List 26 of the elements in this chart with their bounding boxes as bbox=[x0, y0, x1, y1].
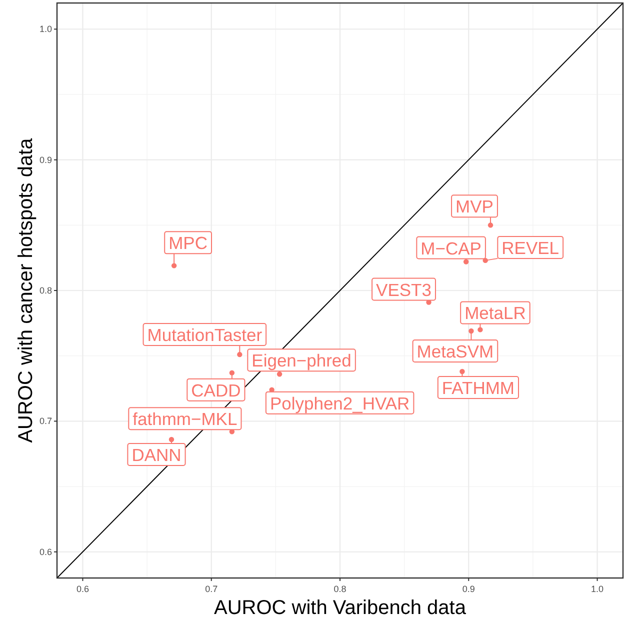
annotation: MPC bbox=[168, 233, 208, 254]
y-tick-label: 0.7 bbox=[39, 416, 52, 426]
x-axis-title: AUROC with Varibench data bbox=[214, 597, 467, 619]
x-tick-label: 1.0 bbox=[591, 584, 604, 594]
y-axis-title: AUROC with cancer hotspots data bbox=[15, 137, 37, 443]
annotation: FATHMM bbox=[442, 378, 514, 398]
annotation: DANN bbox=[132, 444, 182, 465]
annotation: Eigen−phred bbox=[252, 350, 352, 371]
x-tick-label: 0.7 bbox=[205, 584, 218, 594]
annotation: MetaSVM bbox=[416, 342, 494, 362]
annotation: M−CAP bbox=[420, 238, 482, 258]
annotation: CADD bbox=[191, 380, 241, 400]
annotation: MetaLR bbox=[464, 303, 526, 324]
annotation: REVEL bbox=[502, 238, 560, 258]
y-tick-label: 1.0 bbox=[39, 24, 52, 34]
annotation: fathmm−MKL bbox=[132, 409, 238, 430]
y-tick-label: 0.9 bbox=[39, 154, 52, 165]
x-tick-label: 0.9 bbox=[462, 584, 475, 594]
x-tick-label: 0.8 bbox=[334, 584, 346, 594]
x-tick-label: 0.6 bbox=[76, 584, 89, 594]
annotation: MVP bbox=[456, 196, 494, 217]
y-tick-label: 0.6 bbox=[39, 546, 52, 557]
y-tick-label: 0.8 bbox=[39, 286, 52, 296]
annotation: VEST3 bbox=[376, 280, 432, 300]
annotation: Polyphen2_HVAR bbox=[270, 393, 410, 414]
annotation: MutationTaster bbox=[147, 325, 262, 346]
